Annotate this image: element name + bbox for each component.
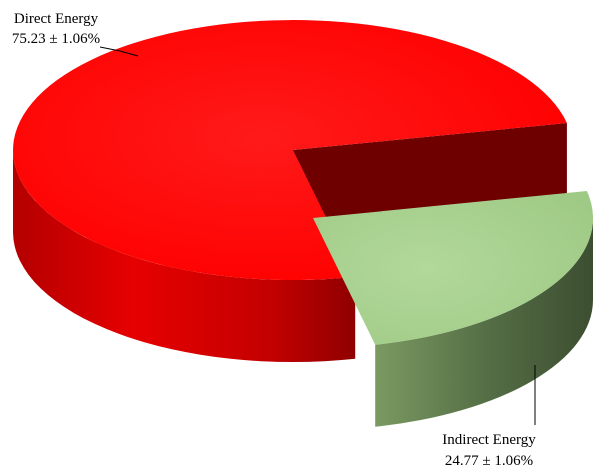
leader-line-direct [99, 46, 139, 57]
pie-slice-indirect-energy [313, 191, 594, 427]
slice-side-direct [12, 150, 356, 363]
slice-top-indirect [313, 191, 594, 345]
slice-top-direct [13, 20, 567, 281]
label-indirect-name: Indirect Energy [442, 432, 536, 448]
label-direct-name: Direct Energy [14, 11, 99, 27]
label-indirect-value: 24.77 ± 1.06% [445, 453, 533, 469]
slice-side-indirect [375, 218, 594, 427]
label-direct-value: 75.23 ± 1.06% [12, 31, 100, 47]
